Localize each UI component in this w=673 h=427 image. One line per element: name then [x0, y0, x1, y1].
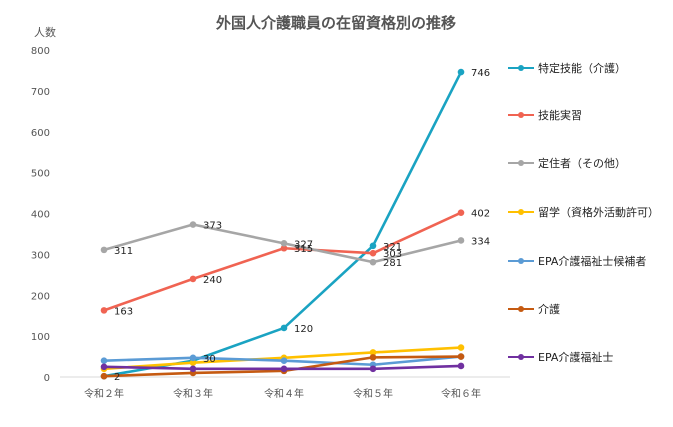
data-label: 281: [383, 258, 402, 269]
data-point: [189, 275, 197, 283]
data-label: 240: [203, 275, 222, 286]
axes: 0 100 200 300 400 500 600 700 800 令和２年 令和３年 令和４年 令和５…: [31, 46, 510, 400]
data-point: [189, 354, 197, 362]
data-label: 327: [294, 239, 313, 250]
y-tick-label: 500: [31, 169, 50, 180]
data-point: [369, 258, 377, 266]
y-tick-label: 800: [31, 46, 50, 57]
data-point: [369, 349, 377, 356]
data-labels: 2 120 321 746 163 240 315 303 402 311 373 327 281 334…: [114, 68, 490, 383]
y-tick-label: 200: [31, 291, 50, 302]
data-label: 2: [114, 372, 120, 383]
data-point: [189, 365, 197, 373]
legend-item: 技能実習: [508, 105, 582, 125]
legend-label: 特定技能（介護）: [538, 62, 626, 75]
data-label: 373: [203, 221, 222, 232]
data-point: [457, 353, 465, 360]
data-point: [280, 365, 288, 373]
legend-item: 留学（資格外活動許可）: [508, 202, 659, 222]
legend-item: 定住者（その他）: [508, 153, 626, 173]
legend-swatch: [508, 306, 534, 312]
data-label: 321: [383, 242, 402, 253]
legend-swatch: [508, 112, 534, 118]
data-label: 746: [471, 68, 490, 79]
data-label: 163: [114, 306, 133, 317]
legend-item: EPA介護福祉士候補者: [508, 251, 646, 271]
data-label: 402: [471, 209, 490, 220]
data-point: [280, 324, 288, 332]
data-label: 315: [294, 244, 313, 255]
data-label: 120: [294, 324, 313, 335]
data-point: [369, 354, 377, 361]
legend-swatch: [508, 354, 534, 360]
data-point: [189, 221, 197, 228]
data-point: [280, 244, 288, 252]
data-label: 334: [471, 236, 490, 247]
y-tick-label: 700: [31, 87, 50, 98]
y-tick-label: 100: [31, 332, 50, 343]
data-point: [100, 372, 108, 380]
x-tick-label: 令和５年: [353, 387, 393, 400]
data-point: [457, 68, 465, 76]
y-tick-label: 400: [31, 210, 50, 221]
data-point: [457, 209, 465, 216]
data-point: [280, 240, 288, 247]
x-tick-label: 令和２年: [84, 387, 124, 400]
y-tick-label: 300: [31, 250, 50, 261]
x-tick-label: 令和６年: [441, 387, 481, 400]
x-tick-label: 令和４年: [264, 387, 304, 400]
data-point: [100, 363, 108, 371]
data-point: [280, 357, 288, 364]
data-point: [457, 344, 465, 351]
data-label: 311: [114, 246, 133, 257]
data-label: 303: [383, 249, 402, 260]
legend-label: 留学（資格外活動許可）: [538, 206, 659, 219]
legend-label: EPA介護福祉士: [538, 351, 614, 364]
legend-swatch: [508, 209, 534, 215]
data-point: [100, 357, 108, 364]
y-tick-label: 0: [44, 373, 50, 384]
data-point: [457, 362, 465, 370]
y-axis-label: 人数: [34, 26, 56, 39]
x-tick-label: 令和３年: [173, 387, 213, 400]
legend-label: EPA介護福祉士候補者: [538, 255, 647, 268]
legend-label: 介護: [538, 303, 560, 316]
data-point: [100, 307, 108, 314]
data-point: [100, 246, 108, 254]
legend-item: EPA介護福祉士: [508, 347, 613, 367]
legend-swatch: [508, 258, 534, 264]
data-point: [369, 242, 377, 250]
series-line: [103, 211, 462, 312]
data-point: [189, 359, 197, 366]
legend-swatch: [508, 160, 534, 166]
series-lines: [100, 68, 465, 380]
legend-swatch: [508, 65, 534, 71]
legend-item: 特定技能（介護）: [508, 58, 626, 78]
data-point: [369, 249, 377, 257]
legend-label: 定住者（その他）: [538, 157, 626, 170]
legend-label: 技能実習: [538, 109, 582, 122]
data-point: [369, 365, 377, 373]
data-point: [457, 237, 465, 244]
chart-title: 外国人介護職員の在留資格別の推移: [215, 14, 456, 32]
legend-item: 介護: [508, 299, 560, 319]
y-tick-label: 600: [31, 128, 50, 139]
data-label: 30: [203, 354, 216, 365]
